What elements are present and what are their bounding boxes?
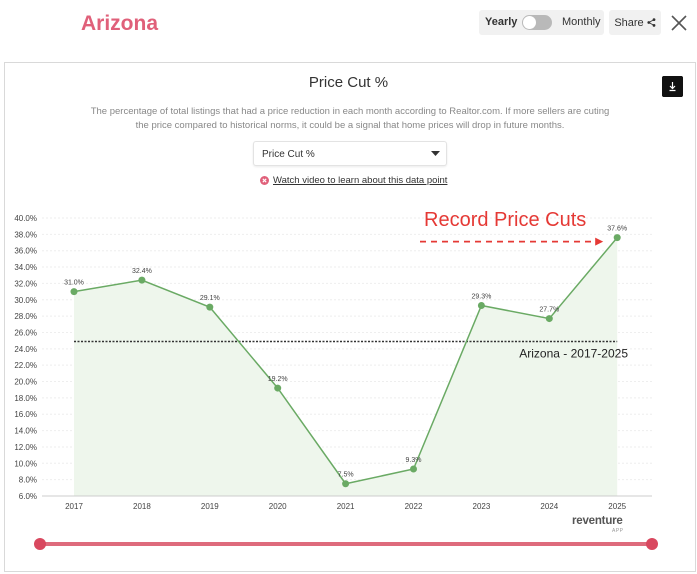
y-tick-label: 18.0% [14,394,37,403]
x-axis: 2017 2018 2019 2020 2021 2022 2023 2024 2025 [42,495,652,511]
toggle-yearly-label[interactable]: Yearly [485,16,518,28]
range-handle-end[interactable] [646,538,658,550]
x-tick-label: 2018 [133,502,151,511]
x-tick-label: 2019 [201,502,219,511]
page-title: Arizona [81,12,159,35]
chart-panel [4,62,696,572]
y-tick-label: 40.0% [14,214,37,223]
y-tick-label: 12.0% [14,443,37,452]
y-tick-label: 22.0% [14,361,37,370]
video-icon [260,176,269,185]
y-tick-label: 32.0% [14,279,37,288]
y-tick-label: 20.0% [14,378,37,387]
y-tick-label: 28.0% [14,312,37,321]
y-tick-label: 34.0% [14,263,37,272]
series-area [74,237,618,496]
y-tick-label: 10.0% [14,459,37,468]
x-tick-label: 2024 [540,502,558,511]
x-tick-label: 2022 [405,502,423,511]
chart-title: Price Cut % [308,74,389,91]
yearly-monthly-toggle[interactable]: Yearly Monthly [479,10,604,35]
toggle-monthly-label[interactable]: Monthly [562,16,601,28]
y-tick-label: 26.0% [14,328,37,337]
video-link-label: Watch video to learn about this data poi… [273,175,448,186]
data-point [274,384,282,392]
share-button[interactable]: Share [609,10,661,35]
data-point [206,303,214,311]
chevron-down-icon [431,151,440,156]
data-label: 9.3% [406,457,422,464]
range-handle-start[interactable] [34,538,46,550]
video-link[interactable]: Watch video to learn about this data poi… [260,175,447,186]
range-track[interactable] [40,542,652,546]
y-axis: 6.0% 8.0% 10.0% 12.0% 14.0% 16.0% 18.0% 20.0% 22… [14,214,37,501]
share-icon [647,18,656,27]
y-tick-label: 16.0% [14,410,37,419]
data-label: 29.3% [471,293,491,300]
data-point [410,465,417,473]
annotation-arrow-head [595,237,604,246]
data-point [138,276,146,284]
y-tick-label: 8.0% [19,476,37,485]
data-point [545,315,553,323]
data-point [477,301,485,309]
data-label: 7.5% [338,472,354,479]
header: Arizona Yearly Monthly Share [0,0,697,58]
x-tick-label: 2023 [473,502,491,511]
logo-subtext: APP [612,528,624,534]
x-tick-label: 2025 [608,502,626,511]
download-icon[interactable] [662,76,683,97]
logo-text: reventure [572,515,623,527]
chart-description: The percentage of total listings that ha… [90,106,610,131]
annotation: Record Price Cuts [420,209,604,246]
data-point [342,480,350,488]
date-range-slider[interactable] [34,536,658,552]
area-fill [74,237,618,496]
x-tick-label: 2020 [269,502,287,511]
data-label: 29.1% [200,295,220,302]
metric-select-value: Price Cut % [262,149,315,160]
data-label: 31.0% [64,280,84,287]
reventure-logo: reventure APP [568,515,630,535]
toggle-knob [523,16,536,29]
data-label: 19.2% [268,376,288,383]
share-button-label: Share [614,16,644,29]
toggle-switch[interactable] [522,15,552,30]
y-tick-label: 38.0% [14,230,37,239]
x-tick-label: 2017 [65,502,83,511]
metric-select[interactable]: Price Cut % [253,141,447,166]
x-tick-label: 2021 [337,502,355,511]
y-tick-label: 14.0% [14,427,37,436]
data-point [70,288,78,296]
data-label: 32.4% [132,268,152,275]
data-points [70,234,621,488]
y-tick-label: 6.0% [19,492,37,501]
y-tick-label: 24.0% [14,345,37,354]
data-labels: 31.0% 32.4% 29.1% 19.2% 7.5% 9.3% 29.3% 27.7% 37… [64,226,627,479]
data-point [613,234,621,242]
reference-line: Arizona - 2017-2025 [74,340,628,360]
close-icon[interactable] [666,10,692,36]
data-label: 37.6% [607,226,627,233]
reference-line-label: Arizona - 2017-2025 [519,346,628,360]
annotation-text: Record Price Cuts [424,209,586,231]
y-tick-label: 30.0% [14,296,37,305]
y-tick-label: 36.0% [14,247,37,256]
data-label: 27.7% [539,307,559,314]
